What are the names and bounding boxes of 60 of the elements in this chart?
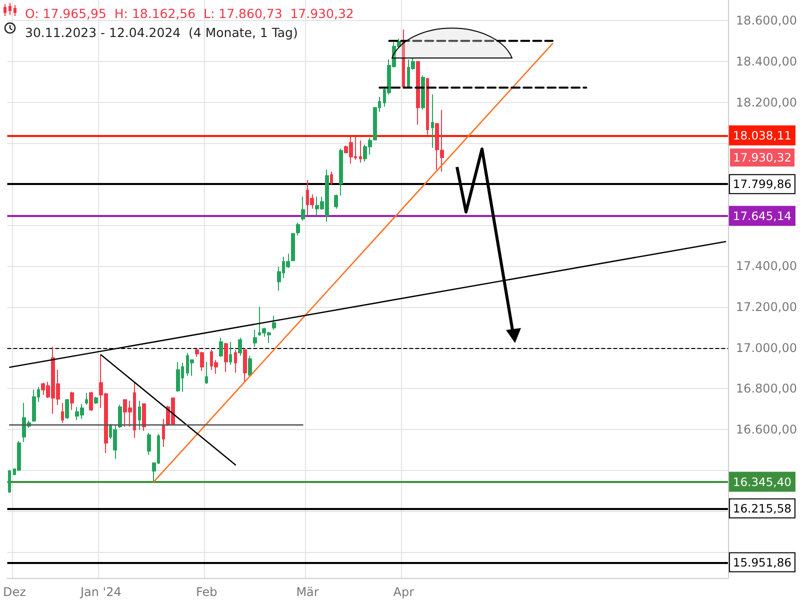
text: 30.11.2023 - 12.04.2024 (4 Monate, 1 Tag) [25, 25, 298, 40]
candlestick [205, 361, 208, 384]
candlestick [113, 424, 117, 460]
y-tick-label: 17.200,00 [736, 300, 798, 314]
x-tick-label: Apr [393, 585, 414, 599]
candlestick [359, 140, 362, 164]
y-tick-label: 16.800,00 [736, 382, 798, 396]
candlestick [8, 469, 11, 494]
candlestick [138, 400, 141, 430]
ref-line-label: 16.345,40 [732, 474, 792, 489]
candlestick [243, 349, 247, 382]
y-tick-label: 17.400,00 [736, 258, 798, 273]
candlestick [147, 432, 151, 456]
candlestick [291, 233, 295, 262]
candlestick [162, 418, 165, 448]
candlestick [296, 222, 300, 236]
candlestick [426, 78, 429, 136]
ref-line-label: 18.038,11 [732, 128, 792, 142]
candlestick [234, 349, 237, 374]
ref-line-label: 17.799,86 [732, 177, 792, 192]
candlestick [32, 389, 36, 422]
candlestick [253, 329, 257, 348]
candlestick [61, 402, 64, 424]
candlestick [301, 196, 305, 222]
candlestick [339, 148, 343, 196]
candlestick [176, 361, 180, 392]
text: 17.930,32 [733, 150, 792, 164]
candlestick [85, 392, 88, 406]
x-tick-label: Mär [296, 585, 319, 599]
x-tick-label: Feb [196, 585, 218, 599]
ref-line-label: 17.645,14 [732, 208, 792, 223]
y-tick-label: 17.000,00 [736, 340, 798, 355]
candlestick [17, 440, 21, 472]
candlestick [431, 94, 434, 148]
candlestick [142, 403, 146, 432]
candlestick [334, 194, 338, 210]
y-tick-label: 18.400,00 [736, 54, 798, 68]
candlestick [70, 391, 74, 410]
candlestick [272, 315, 276, 330]
text: O: 17.965,95 H: 18.162,56 L: 17.860,73 17.930,32 [25, 6, 354, 21]
candlestick [238, 337, 242, 356]
candlestick [65, 398, 69, 420]
candlestick [421, 75, 425, 110]
candlestick [219, 337, 223, 358]
candlestick [118, 404, 122, 428]
ref-line-label: 15.951,86 [732, 555, 792, 570]
ref-line-label: 16.215,58 [732, 501, 792, 516]
y-tick-label: 18.600,00 [736, 13, 798, 28]
candlestick [402, 28, 405, 88]
candlestick [224, 342, 228, 372]
y-tick-label: 16.600,00 [736, 422, 798, 437]
candlestick [330, 171, 333, 186]
y-tick-label: 18.200,00 [736, 95, 798, 110]
candlestick [248, 355, 252, 378]
x-tick-label: Jan '24 [79, 585, 122, 599]
candlestick [416, 61, 420, 126]
candlestick [94, 396, 98, 404]
x-tick-label: Dez [2, 585, 26, 599]
candlestick [229, 341, 232, 366]
candlestick [89, 391, 93, 412]
